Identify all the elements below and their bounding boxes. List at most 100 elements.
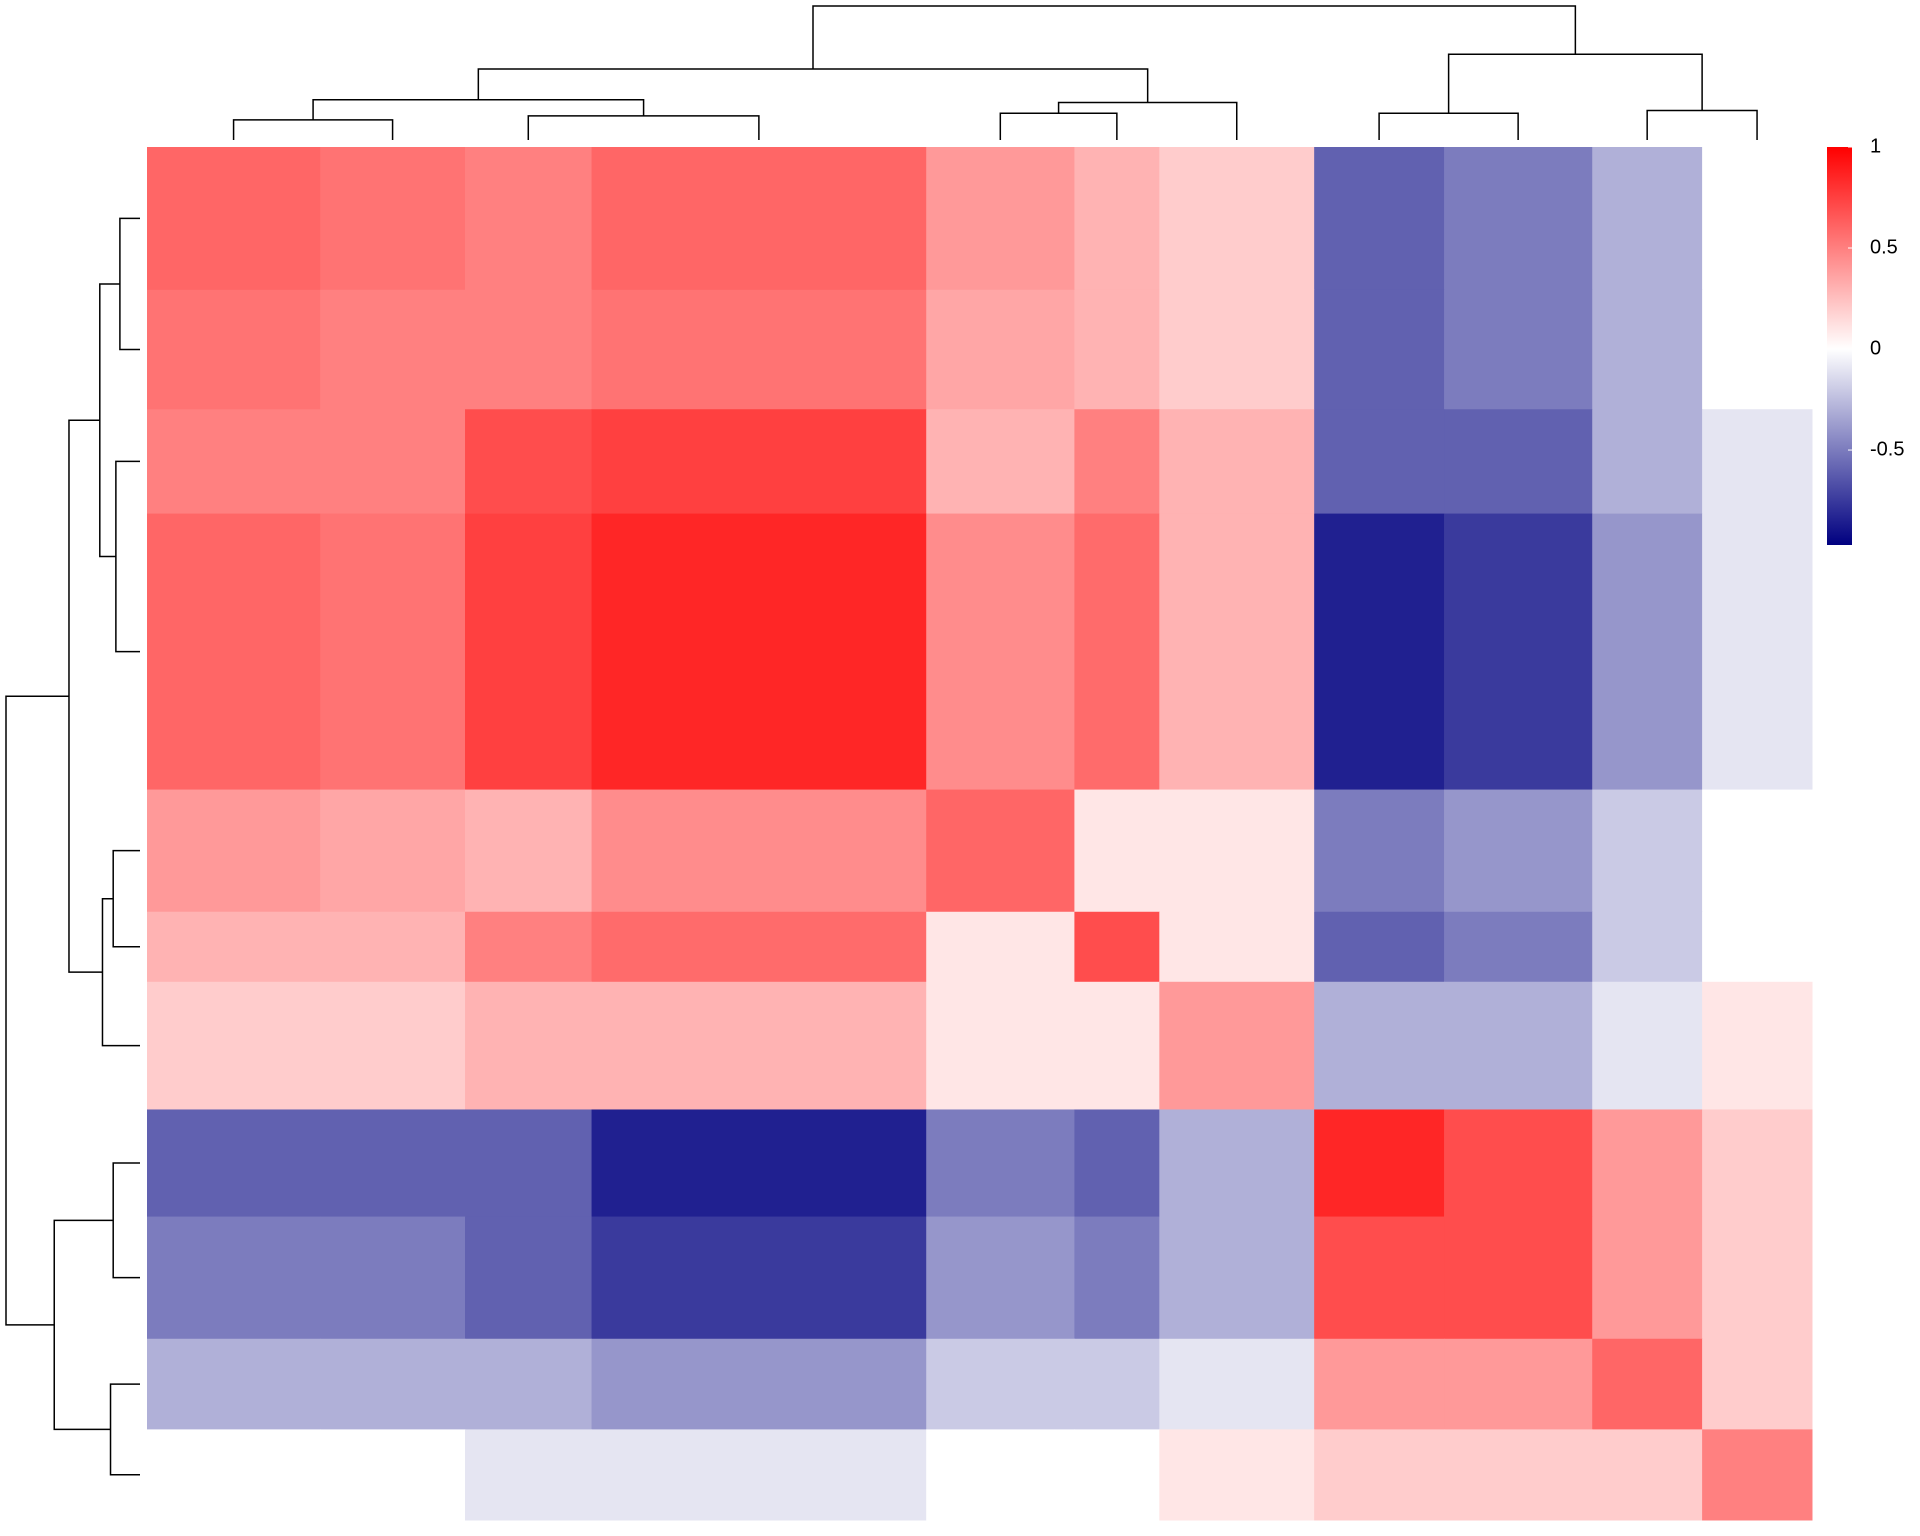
heatmap-cell [926,289,1075,410]
heatmap-cell [1074,1429,1160,1521]
heatmap-cell [1314,789,1445,913]
heatmap-cell [1159,289,1315,410]
heatmap-cell [1314,981,1445,1110]
heatmap-cell [926,409,1075,515]
heatmap-cell [1314,289,1445,410]
heatmap-cell [1702,513,1813,791]
heatmap-cell [1074,147,1160,291]
heatmap-cell [591,1216,927,1340]
left-dendrogram-link [68,419,103,973]
colorbar-tick-label: 1 [1870,135,1881,157]
heatmap-cell [591,409,927,515]
top-dendrogram-link [999,112,1118,140]
heatmap-cell [147,1216,321,1340]
heatmap-cell [1592,409,1703,515]
heatmap-cell [147,409,321,515]
heatmap-cell [1159,981,1315,1110]
heatmap-cell [1592,1216,1703,1340]
heatmap-cell [1159,1216,1315,1340]
heatmap-cell [1444,911,1593,983]
heatmap-cell [1592,1338,1703,1430]
heatmap-cell [926,1109,1075,1218]
top-dendrogram-link [477,68,1149,103]
heatmap-cell [591,289,927,410]
heatmap-cell [1074,911,1160,983]
top-dendrogram-link [1057,101,1238,140]
heatmap-cell [1444,789,1593,913]
heatmap-cell [1444,147,1593,291]
heatmap-cell [147,981,321,1110]
heatmap-cell [465,911,593,983]
heatmap-cell [1702,1109,1813,1218]
heatmap-cell [465,1216,593,1340]
heatmap-cell [1702,1338,1813,1430]
top-dendrogram-link [812,5,1577,69]
heatmap-cell [147,911,321,983]
heatmap-cell [591,513,927,791]
heatmap-cell [1592,147,1703,291]
heatmap-cell [1074,1338,1160,1430]
left-dendrogram-link [99,283,120,558]
heatmap-cell [320,1429,466,1521]
heatmap-cell [320,1109,466,1218]
heatmap-cell [147,1338,321,1430]
heatmap-cell [1592,789,1703,913]
heatmap-cell [1159,513,1315,791]
heatmap-cell [465,1429,593,1521]
heatmap-cell [147,513,321,791]
colorbar-tick-label: 0 [1870,337,1881,359]
heatmap-cell [465,147,593,291]
heatmap-cell [1702,981,1813,1110]
heatmap-cell [591,911,927,983]
heatmap-cell [320,289,466,410]
heatmap-cell [1314,513,1445,791]
heatmap-cell [1444,1216,1593,1340]
heatmap-cell [591,1429,927,1521]
heatmap-cell [591,147,927,291]
heatmap-cell [1314,409,1445,515]
heatmap-cell [1702,1429,1813,1521]
heatmap-cell [320,147,466,291]
heatmap-cell [1444,289,1593,410]
heatmap-cell [465,513,593,791]
heatmap-cell [1592,1109,1703,1218]
heatmap-cell [1592,911,1703,983]
heatmap-cell [591,1338,927,1430]
heatmap-cell [926,789,1075,913]
heatmap-cell [1074,289,1160,410]
heatmap-cell [320,789,466,913]
heatmap-cell [147,147,321,291]
heatmap-cell [1702,1216,1813,1340]
top-dendrogram-link [312,99,645,120]
left-dendrogram-link [112,849,140,948]
heatmap-cell [591,789,927,913]
heatmap-cell [1159,409,1315,515]
colorbar-tick-label: 0.5 [1870,236,1898,258]
heatmap-cell [1314,1109,1445,1218]
heatmap-cell [320,409,466,515]
heatmap-cell [591,1109,927,1218]
heatmap-cell [465,1338,593,1430]
heatmap-cell [1314,911,1445,983]
left-dendrogram-link [5,695,69,1326]
heatmap-cell [926,1429,1075,1521]
heatmap-cell [1702,409,1813,515]
heatmap-cell [320,513,466,791]
heatmap-cell [1702,789,1813,913]
colorbar [1827,147,1852,545]
heatmap-cell [926,1338,1075,1430]
heatmap-cell [147,1429,321,1521]
heatmap-cell [1444,1429,1593,1521]
heatmap-cell [1702,147,1813,291]
heatmap-cell [465,409,593,515]
heatmap-cell [1444,513,1593,791]
heatmap-cell [1592,1429,1703,1521]
heatmap-cell [465,789,593,913]
heatmap-cell [1444,981,1593,1110]
heatmap-cell [926,1216,1075,1340]
heatmap-cell [1074,981,1160,1110]
heatmap-cell [926,513,1075,791]
top-dendrogram-link [1646,109,1758,140]
heatmap-cell [1444,1338,1593,1430]
